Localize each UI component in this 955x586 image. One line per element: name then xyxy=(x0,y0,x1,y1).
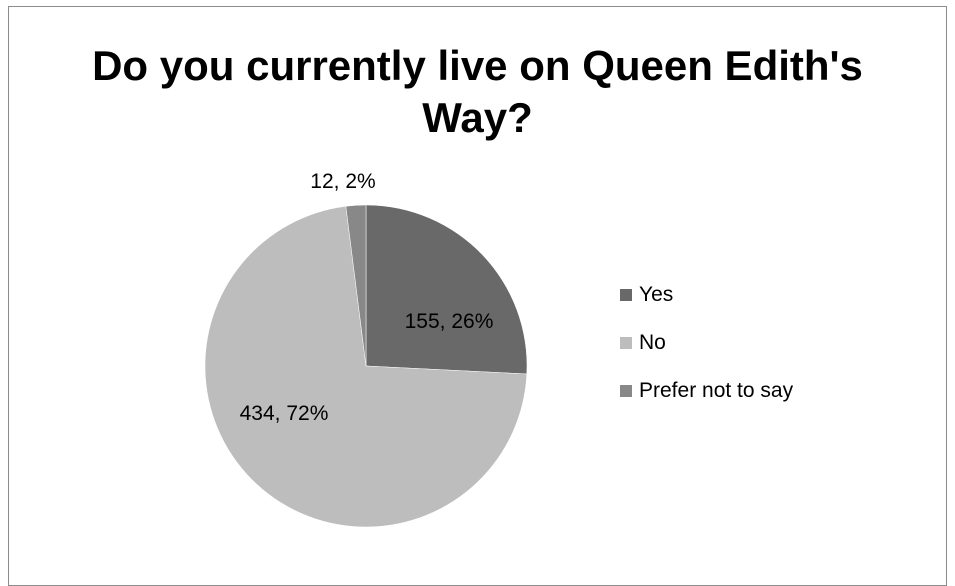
pie-slice-no xyxy=(204,205,528,528)
data-label-prefer-not-to-say: 12, 2% xyxy=(310,170,375,193)
legend-item-no: No xyxy=(620,330,793,355)
legend-label-prefer-not-to-say: Prefer not to say xyxy=(639,378,794,402)
legend-swatch-yes xyxy=(620,288,632,301)
chart-title: Do you currently live on Queen Edith's W… xyxy=(92,42,863,141)
data-label-yes: 155, 26% xyxy=(405,310,494,333)
legend: Yes No Prefer not to say xyxy=(620,282,793,426)
legend-label-yes: Yes xyxy=(639,282,674,306)
legend-label-no: No xyxy=(639,330,666,354)
legend-item-yes: Yes xyxy=(620,282,793,307)
legend-item-prefer-not-to-say: Prefer not to say xyxy=(620,378,793,403)
pie-slice-yes xyxy=(365,204,528,375)
legend-swatch-no xyxy=(620,336,632,349)
legend-swatch-prefer-not-to-say xyxy=(620,384,632,397)
data-label-no: 434, 72% xyxy=(240,402,329,425)
pie-slice-prefer-not-to-say xyxy=(345,204,367,367)
